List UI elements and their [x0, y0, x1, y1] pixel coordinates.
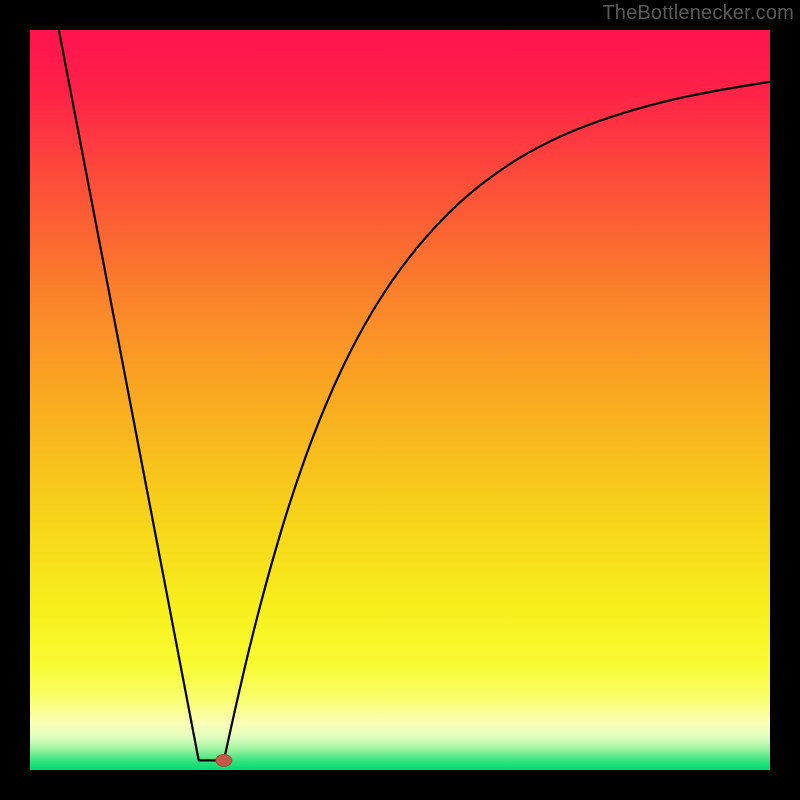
- plot-area-gradient: [30, 30, 770, 770]
- chart-svg: [0, 0, 800, 800]
- watermark-text: TheBottlenecker.com: [602, 2, 794, 25]
- optimal-point-marker: [216, 754, 232, 766]
- bottleneck-curve-chart: TheBottlenecker.com: [0, 0, 800, 800]
